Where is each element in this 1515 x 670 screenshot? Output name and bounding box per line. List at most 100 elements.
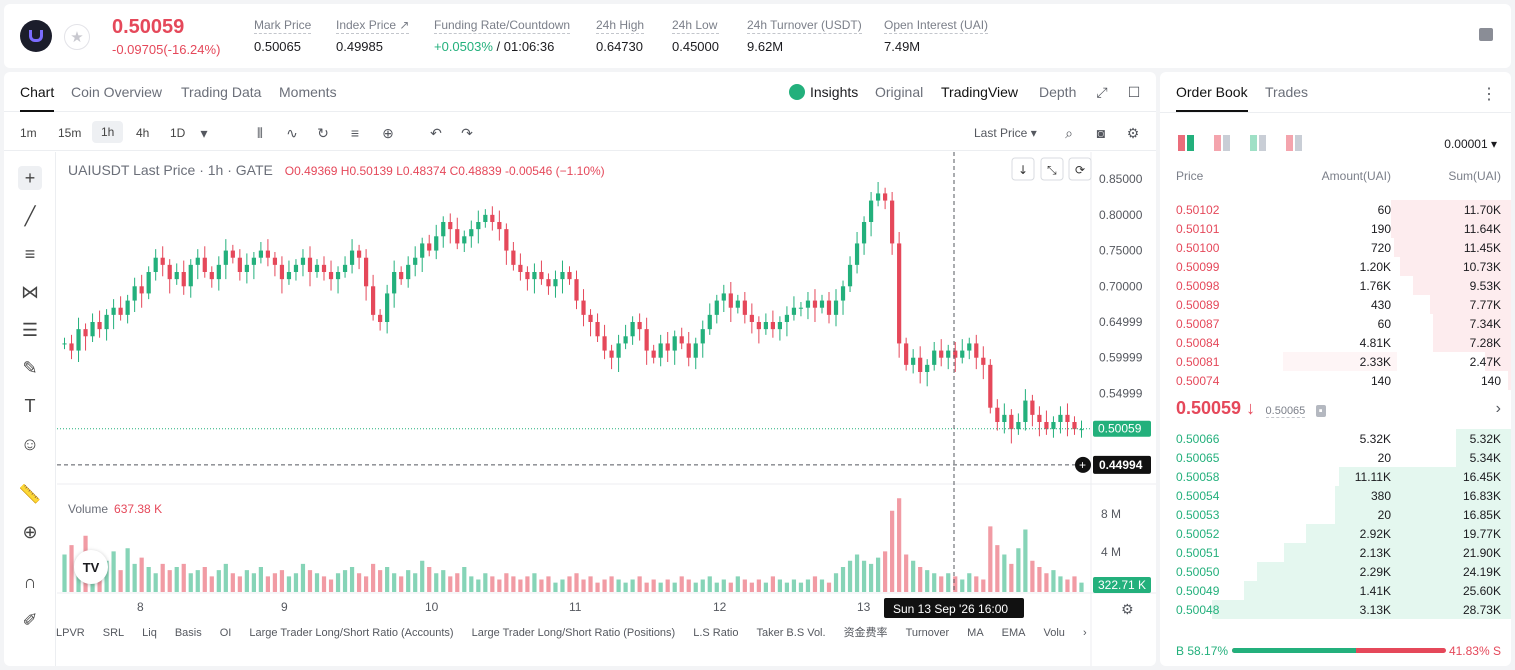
ruler-icon[interactable]: 📏 bbox=[18, 484, 42, 504]
volume-bar bbox=[960, 579, 965, 592]
view-asks-icon[interactable] bbox=[1214, 135, 1230, 156]
brush-icon[interactable]: ✎ bbox=[22, 358, 38, 378]
indicator-item[interactable]: 资金费率 bbox=[843, 627, 888, 639]
timeframe-1m[interactable]: 1m bbox=[20, 126, 37, 140]
chevron-right-icon[interactable]: › bbox=[1495, 400, 1501, 417]
indicator-item[interactable]: Basis bbox=[174, 627, 202, 639]
indicator-item[interactable]: Taker B.S Vol. bbox=[756, 627, 826, 639]
timeframe-4h[interactable]: 4h bbox=[136, 126, 150, 140]
tab-trading-data[interactable]: Trading Data bbox=[181, 84, 262, 100]
y-tick-label: 0.70000 bbox=[1099, 279, 1143, 293]
stat-value: 0.49985 bbox=[336, 39, 383, 54]
ask-row[interactable]: 0.50100 720 11.45K bbox=[1176, 238, 1511, 257]
ask-row[interactable]: 0.50074 140 140 bbox=[1176, 371, 1511, 390]
ask-row[interactable]: 0.50087 60 7.34K bbox=[1176, 314, 1511, 333]
parallel-lines-icon[interactable]: ≡ bbox=[24, 244, 36, 264]
replay-icon[interactable]: ↻ bbox=[317, 125, 329, 141]
magnet-icon[interactable]: ∩ bbox=[23, 572, 37, 592]
bid-row[interactable]: 0.50066 5.32K 5.32K bbox=[1176, 429, 1511, 448]
ask-row[interactable]: 0.50099 1.20K 10.73K bbox=[1176, 257, 1511, 276]
stat-label[interactable]: Index Price ↗ bbox=[336, 18, 410, 34]
candle-type-icon[interactable]: ⫴ bbox=[257, 125, 263, 141]
indicator-item[interactable]: Volu bbox=[1043, 627, 1065, 639]
timeframe-1d[interactable]: 1D bbox=[170, 126, 186, 140]
row-price: 0.50098 bbox=[1176, 279, 1220, 293]
pattern-icon[interactable]: ⋈ bbox=[21, 282, 39, 302]
bid-row[interactable]: 0.50054 380 16.83K bbox=[1176, 486, 1511, 505]
tab-trades[interactable]: Trades bbox=[1265, 84, 1309, 100]
view-both-icon[interactable] bbox=[1178, 135, 1194, 156]
window-icon[interactable]: ☐ bbox=[1127, 84, 1141, 100]
tab-chart[interactable]: Chart bbox=[20, 84, 55, 112]
volume-bar bbox=[777, 579, 783, 592]
ask-row[interactable]: 0.50084 4.81K 7.28K bbox=[1176, 333, 1511, 352]
indicator-item[interactable]: L.S Ratio bbox=[693, 627, 739, 639]
bid-row[interactable]: 0.50048 3.13K 28.73K bbox=[1176, 600, 1511, 619]
volume-bar bbox=[356, 573, 362, 592]
bid-row[interactable]: 0.50065 20 5.34K bbox=[1176, 448, 1511, 467]
indicator-item[interactable]: SRL bbox=[102, 627, 125, 639]
camera-icon[interactable]: ◙ bbox=[1096, 125, 1106, 141]
ask-row[interactable]: 0.50102 60 11.70K bbox=[1176, 200, 1511, 219]
volume-bar bbox=[244, 570, 249, 592]
stat-label[interactable]: Funding Rate/Countdown bbox=[434, 18, 571, 34]
tab-moments[interactable]: Moments bbox=[279, 84, 337, 100]
volume-bar bbox=[455, 573, 460, 592]
search-icon[interactable]: ⌕ bbox=[1065, 125, 1073, 141]
precision-select[interactable]: 0.00001 ▾ bbox=[1444, 137, 1497, 151]
price-source-select[interactable]: Last Price ▾ bbox=[974, 126, 1037, 140]
view-bids-icon[interactable] bbox=[1250, 135, 1266, 156]
candlestick-chart[interactable]: 0.85000 0.80000 0.75000 0.70000 0.64999 0.599… bbox=[57, 152, 1156, 666]
more-icon[interactable]: ⋮ bbox=[1481, 86, 1497, 103]
stat-3: 24h High 0.64730 bbox=[596, 18, 645, 54]
indicators-icon[interactable]: ∿ bbox=[286, 125, 298, 141]
timeframe-15m[interactable]: 15m bbox=[58, 126, 82, 140]
redo-icon[interactable]: ↷ bbox=[461, 125, 473, 141]
book-icon[interactable] bbox=[1479, 28, 1493, 41]
zoom-in-icon[interactable]: ⊕ bbox=[22, 522, 38, 542]
tab-tradingview[interactable]: TradingView bbox=[941, 84, 1019, 100]
stat-label: Mark Price bbox=[254, 18, 312, 34]
ask-row[interactable]: 0.50081 2.33K 2.47K bbox=[1176, 352, 1511, 371]
bid-row[interactable]: 0.50052 2.92K 19.77K bbox=[1176, 524, 1511, 543]
indicator-item[interactable]: Turnover bbox=[905, 627, 950, 639]
indicator-item[interactable]: EMA bbox=[1001, 627, 1026, 639]
ask-row[interactable]: 0.50089 430 7.77K bbox=[1176, 295, 1511, 314]
emoji-icon[interactable]: ☺ bbox=[20, 434, 40, 454]
ask-row[interactable]: 0.50098 1.76K 9.53K bbox=[1176, 276, 1511, 295]
tab-order-book[interactable]: Order Book bbox=[1176, 84, 1248, 112]
indicator-item[interactable]: MA bbox=[967, 627, 984, 639]
tab-insights[interactable]: Insights bbox=[789, 84, 858, 100]
indicator-item[interactable]: Large Trader Long/Short Ratio (Positions… bbox=[471, 627, 676, 639]
expand-icon[interactable]: ⤢ bbox=[1096, 84, 1108, 100]
pencil-lock-icon[interactable]: ✐ bbox=[22, 610, 38, 630]
add-alert-icon[interactable]: ⊕ bbox=[382, 125, 394, 141]
crosshair-icon[interactable]: + bbox=[18, 166, 42, 190]
view-split-icon[interactable] bbox=[1286, 135, 1302, 156]
timeframe-1h[interactable]: 1h bbox=[92, 121, 124, 143]
bid-row[interactable]: 0.50050 2.29K 24.19K bbox=[1176, 562, 1511, 581]
fib-icon[interactable]: ☰ bbox=[21, 320, 39, 340]
bid-row[interactable]: 0.50049 1.41K 25.60K bbox=[1176, 581, 1511, 600]
bid-row[interactable]: 0.50051 2.13K 21.90K bbox=[1176, 543, 1511, 562]
tab-original[interactable]: Original bbox=[875, 84, 924, 100]
bid-row[interactable]: 0.50058 11.11K 16.45K bbox=[1176, 467, 1511, 486]
ask-row[interactable]: 0.50101 190 11.64K bbox=[1176, 219, 1511, 238]
undo-icon[interactable]: ↶ bbox=[430, 125, 442, 141]
trend-line-icon[interactable]: ╱ bbox=[24, 206, 36, 226]
tab-depth[interactable]: Depth bbox=[1039, 84, 1077, 100]
text-tool-icon[interactable]: T bbox=[24, 396, 36, 416]
timeframe-dropdown-icon[interactable]: ▾ bbox=[200, 125, 208, 141]
indicator-scroll-icon[interactable]: › bbox=[1082, 627, 1087, 639]
indicator-item[interactable]: Large Trader Long/Short Ratio (Accounts) bbox=[249, 627, 454, 639]
template-icon[interactable]: ≡ bbox=[350, 125, 360, 141]
indicator-item[interactable]: OI bbox=[219, 627, 232, 639]
indicator-item[interactable]: LPVR bbox=[56, 627, 85, 639]
tab-coin-overview[interactable]: Coin Overview bbox=[71, 84, 163, 100]
favorite-star-icon[interactable]: ★ bbox=[64, 24, 90, 50]
bid-row[interactable]: 0.50053 20 16.85K bbox=[1176, 505, 1511, 524]
gear-icon[interactable]: ⚙ bbox=[1126, 125, 1140, 141]
volume-bar bbox=[62, 554, 67, 592]
volume-bar bbox=[1037, 567, 1042, 592]
indicator-item[interactable]: Liq bbox=[142, 627, 157, 639]
